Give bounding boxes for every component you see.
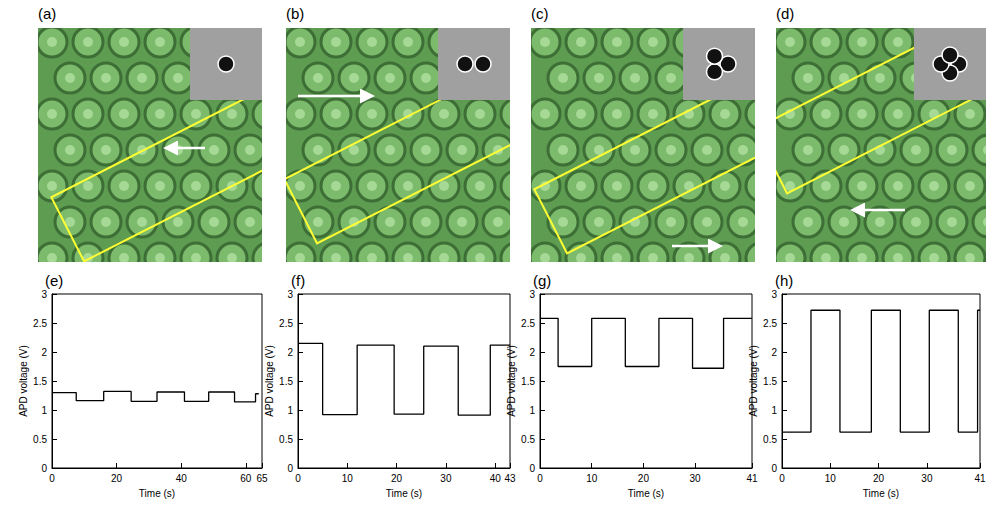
svg-text:1: 1 <box>771 405 777 416</box>
svg-text:APD voltage (V): APD voltage (V) <box>264 345 275 417</box>
svg-text:2: 2 <box>41 347 47 358</box>
svg-text:2.5: 2.5 <box>33 318 47 329</box>
svg-text:20: 20 <box>111 473 123 484</box>
svg-text:60: 60 <box>240 473 252 484</box>
svg-text:2.5: 2.5 <box>763 318 777 329</box>
svg-text:0: 0 <box>537 473 543 484</box>
svg-text:0.5: 0.5 <box>279 434 293 445</box>
svg-text:0: 0 <box>49 473 55 484</box>
svg-text:3: 3 <box>771 289 777 300</box>
svg-text:(e): (e) <box>45 272 63 289</box>
svg-text:0.5: 0.5 <box>763 434 777 445</box>
svg-text:30: 30 <box>440 473 452 484</box>
svg-text:30: 30 <box>690 473 702 484</box>
svg-text:2: 2 <box>771 347 777 358</box>
svg-text:Time (s): Time (s) <box>628 488 664 499</box>
svg-text:10: 10 <box>825 473 837 484</box>
svg-text:3: 3 <box>287 289 293 300</box>
svg-text:20: 20 <box>638 473 650 484</box>
svg-text:(h): (h) <box>775 272 793 289</box>
svg-text:APD voltage (V): APD voltage (V) <box>748 345 759 417</box>
svg-text:1.5: 1.5 <box>521 376 535 387</box>
svg-text:3: 3 <box>529 289 535 300</box>
svg-text:1: 1 <box>287 405 293 416</box>
svg-text:0: 0 <box>287 463 293 474</box>
svg-text:(a): (a) <box>38 5 56 22</box>
svg-text:Time (s): Time (s) <box>386 488 422 499</box>
svg-text:40: 40 <box>176 473 188 484</box>
svg-text:40: 40 <box>490 473 502 484</box>
svg-text:2.5: 2.5 <box>279 318 293 329</box>
svg-text:(g): (g) <box>533 272 551 289</box>
svg-text:1.5: 1.5 <box>763 376 777 387</box>
svg-text:1: 1 <box>41 405 47 416</box>
svg-text:(c): (c) <box>531 5 549 22</box>
svg-text:10: 10 <box>342 473 354 484</box>
svg-text:Time (s): Time (s) <box>139 488 175 499</box>
svg-text:41: 41 <box>974 473 986 484</box>
svg-text:APD voltage (V): APD voltage (V) <box>18 345 29 417</box>
svg-text:20: 20 <box>873 473 885 484</box>
svg-text:2.5: 2.5 <box>521 318 535 329</box>
svg-text:(d): (d) <box>776 5 794 22</box>
svg-text:0: 0 <box>529 463 535 474</box>
svg-text:(f): (f) <box>291 272 305 289</box>
svg-text:41: 41 <box>746 473 758 484</box>
svg-text:0.5: 0.5 <box>521 434 535 445</box>
svg-text:1: 1 <box>529 405 535 416</box>
svg-text:0.5: 0.5 <box>33 434 47 445</box>
svg-text:43: 43 <box>504 473 516 484</box>
svg-text:2: 2 <box>287 347 293 358</box>
svg-text:0: 0 <box>771 463 777 474</box>
svg-text:20: 20 <box>391 473 403 484</box>
svg-text:0: 0 <box>295 473 301 484</box>
svg-text:Time (s): Time (s) <box>863 488 899 499</box>
svg-text:0: 0 <box>779 473 785 484</box>
svg-text:1.5: 1.5 <box>33 376 47 387</box>
svg-text:2: 2 <box>529 347 535 358</box>
svg-text:65: 65 <box>256 473 268 484</box>
svg-text:1.5: 1.5 <box>279 376 293 387</box>
svg-text:0: 0 <box>41 463 47 474</box>
svg-text:3: 3 <box>41 289 47 300</box>
svg-text:10: 10 <box>586 473 598 484</box>
svg-text:APD voltage (V): APD voltage (V) <box>506 345 517 417</box>
svg-text:(b): (b) <box>286 5 304 22</box>
svg-text:30: 30 <box>921 473 933 484</box>
